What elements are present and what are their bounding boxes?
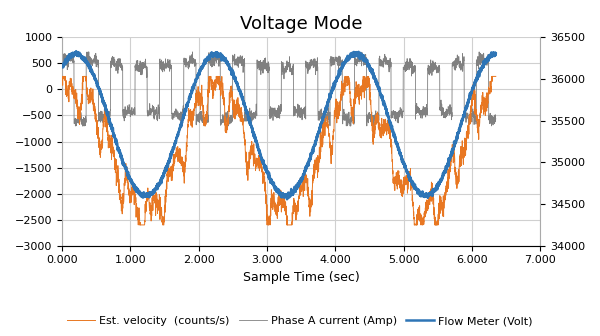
- X-axis label: Sample Time (sec): Sample Time (sec): [243, 271, 359, 284]
- Legend: Est. velocity  (counts/s), Phase A current (Amp), Flow Meter (Volt): Est. velocity (counts/s), Phase A curren…: [63, 311, 537, 330]
- Title: Voltage Mode: Voltage Mode: [240, 15, 362, 33]
